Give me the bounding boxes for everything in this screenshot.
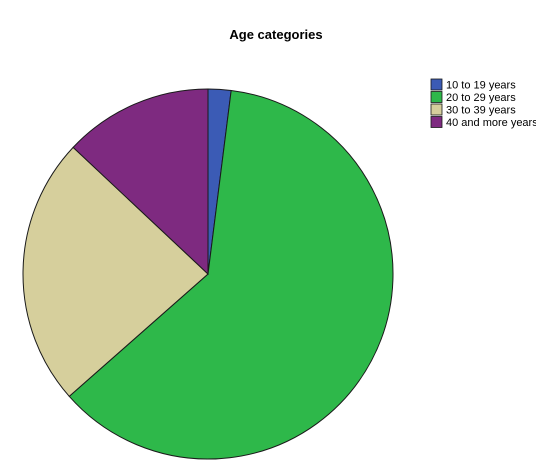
legend-swatch-10-to-19-years (430, 78, 443, 91)
legend-label-40-and-more-years: 40 and more years (446, 117, 536, 129)
pie-slice-20-to-29-years (68, 89, 394, 460)
legend-swatch-40-and-more-years (430, 116, 443, 128)
legend-label-30-to-39-years: 30 to 39 years (446, 105, 516, 117)
chart-title: Age categories (229, 27, 322, 42)
pie-slices (22, 88, 394, 460)
legend-swatch-20-to-29-years (430, 91, 443, 103)
legend-label-20-to-29-years: 20 to 29 years (446, 92, 516, 104)
pie-slice-40-and-more-years (72, 88, 209, 276)
legend-swatch-30-to-39-years (430, 103, 443, 116)
legend-label-10-to-19-years: 10 to 19 years (446, 80, 516, 92)
pie-slice-30-to-39-years (22, 146, 209, 398)
